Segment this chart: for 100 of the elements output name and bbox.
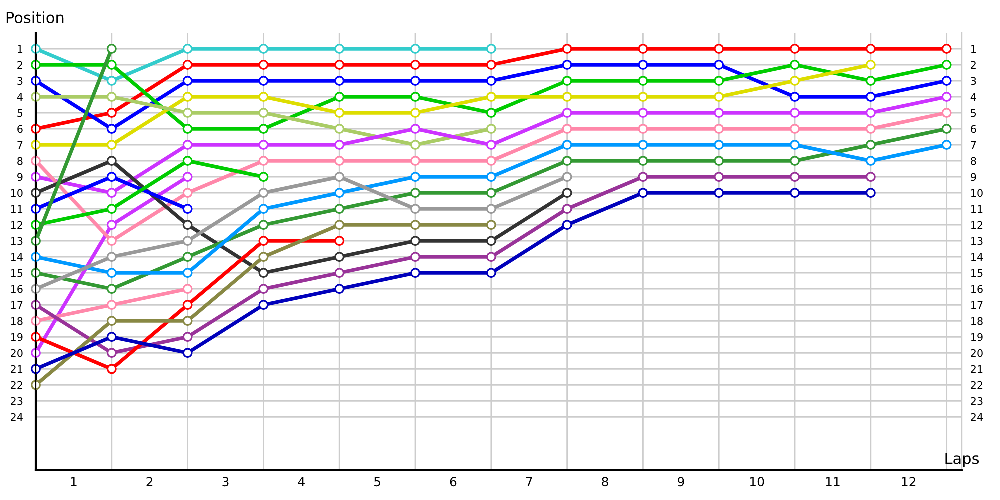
point [942, 108, 952, 118]
y2-tick-label: 21 [971, 365, 983, 374]
x-tick-label: 8 [602, 477, 608, 487]
point [334, 60, 345, 70]
point [182, 44, 193, 54]
y2-tick-label: 17 [971, 301, 983, 310]
point [334, 108, 345, 118]
point [790, 124, 800, 134]
x-tick-label: 7 [526, 477, 532, 486]
y2-tick-label: 22 [971, 381, 983, 390]
y2-tick-label: 12 [971, 221, 983, 230]
point [410, 156, 421, 166]
point [942, 44, 952, 54]
point [334, 140, 345, 150]
point [486, 60, 496, 70]
point [486, 44, 496, 54]
point [106, 60, 117, 70]
point [866, 156, 876, 166]
y-tick-label: 11 [11, 205, 23, 214]
point [562, 108, 572, 118]
point [258, 172, 269, 182]
point [182, 76, 193, 86]
y2-tick-label: 18 [971, 317, 983, 326]
point [334, 268, 345, 278]
point [486, 252, 496, 262]
point [866, 188, 876, 198]
point [106, 124, 117, 134]
point [714, 140, 724, 150]
y2-tick-label: 3 [971, 77, 976, 86]
point [638, 140, 648, 150]
point [486, 124, 496, 134]
point [866, 140, 876, 150]
y-tick-label: 7 [18, 141, 23, 150]
point [790, 140, 800, 150]
point [714, 108, 724, 118]
point [182, 300, 193, 310]
point [410, 220, 421, 230]
y-tick-label: 14 [11, 253, 23, 262]
point [258, 140, 269, 150]
point [106, 364, 117, 374]
point [942, 76, 952, 86]
point [334, 284, 345, 294]
y2-tick-label: 15 [971, 269, 983, 278]
point [106, 76, 117, 86]
point [410, 236, 421, 246]
point [258, 60, 269, 70]
y-axis-title: Position [6, 12, 64, 24]
y-tick-label: 12 [11, 221, 22, 230]
point [106, 140, 117, 150]
y-tick-label: 19 [11, 333, 23, 342]
point [182, 316, 193, 326]
point [334, 252, 345, 262]
x-tick-label: 11 [826, 477, 840, 486]
point [638, 60, 648, 70]
y2-tick-label: 20 [971, 349, 983, 358]
point [790, 44, 800, 54]
x-tick-label: 2 [146, 477, 153, 486]
point [334, 92, 345, 102]
y-tick-label: 21 [11, 365, 23, 374]
point [638, 156, 648, 166]
point [486, 108, 496, 118]
point [486, 204, 496, 214]
point [258, 108, 269, 118]
y2-tick-label: 8 [971, 157, 976, 166]
point [258, 236, 269, 246]
y-tick-label: 10 [11, 189, 23, 198]
y2-tick-label: 4 [970, 93, 976, 101]
point [790, 60, 800, 70]
point [410, 60, 421, 70]
point [942, 140, 952, 150]
point [562, 76, 572, 86]
y2-tick-label: 10 [971, 189, 983, 198]
point [638, 92, 648, 102]
y-tick-label: 15 [11, 269, 23, 278]
point [258, 284, 269, 294]
point [714, 156, 724, 166]
point [334, 172, 345, 182]
y-tick-label: 6 [18, 125, 23, 134]
point [182, 188, 193, 198]
point [106, 300, 117, 310]
point [790, 156, 800, 166]
y-tick-label: 23 [11, 397, 23, 406]
y2-tick-label: 19 [971, 333, 983, 342]
point [334, 204, 345, 214]
x-tick-label: 1 [71, 477, 77, 486]
point [106, 268, 117, 278]
point [486, 140, 496, 150]
y2-tick-label: 7 [971, 141, 976, 150]
point [562, 44, 572, 54]
point [258, 268, 269, 278]
point [334, 188, 345, 198]
point [410, 188, 421, 198]
point [638, 172, 648, 182]
point [942, 124, 952, 134]
point [638, 108, 648, 118]
point [638, 44, 648, 54]
point [714, 76, 724, 86]
point [942, 92, 952, 102]
point [182, 268, 193, 278]
point [866, 44, 876, 54]
